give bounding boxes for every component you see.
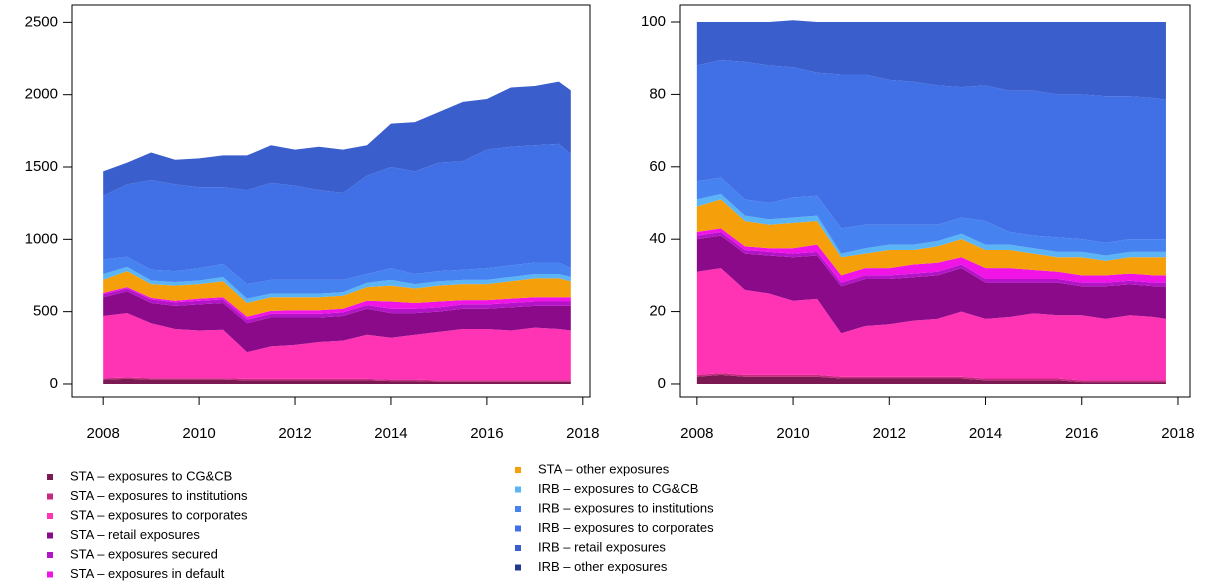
legend-swatch <box>47 552 53 558</box>
y-tick-label: 20 <box>649 303 666 320</box>
legend-swatch <box>515 467 521 473</box>
y-tick-label: 1500 <box>25 158 58 175</box>
x-tick-label: 2018 <box>1161 425 1194 442</box>
legend-swatch <box>47 493 53 500</box>
x-tick-label: 2008 <box>680 425 713 442</box>
area-segment <box>103 313 571 381</box>
y-tick-label: 2000 <box>25 86 58 103</box>
area-segment <box>696 235 1166 334</box>
legend-swatch <box>515 486 521 493</box>
legend-swatch <box>47 571 53 578</box>
y-tick-label: 60 <box>649 158 666 175</box>
x-tick-label: 2010 <box>182 425 215 442</box>
legend-label: STA – exposures to institutions <box>70 488 248 503</box>
y-tick-label: 80 <box>649 85 666 102</box>
area-segment <box>103 256 571 299</box>
x-tick-label: 2014 <box>374 425 407 442</box>
area-segment <box>103 81 571 196</box>
x-tick-label: 2008 <box>86 425 119 442</box>
area-segment <box>103 287 571 320</box>
y-tick-label: 500 <box>33 303 58 320</box>
legend-label: IRB – exposures to CG&CB <box>538 481 698 496</box>
y-tick-label: 0 <box>658 375 666 392</box>
area-segment <box>696 231 1166 287</box>
area-segment <box>103 266 571 303</box>
area-segment <box>696 20 1166 23</box>
x-tick-label: 2016 <box>1065 425 1098 442</box>
area-segment <box>696 374 1166 384</box>
x-tick-label: 2014 <box>969 425 1002 442</box>
legend-label: IRB – retail exposures <box>538 539 666 554</box>
area-segment <box>103 288 571 324</box>
area-segment <box>696 373 1166 383</box>
area-segment <box>103 291 571 353</box>
legend-label: IRB – exposures to institutions <box>538 500 714 515</box>
legend-swatch <box>515 525 521 532</box>
area-segment <box>696 268 1166 381</box>
legend-label: STA – retail exposures <box>70 527 200 542</box>
y-tick-label: 40 <box>649 230 666 247</box>
legend-label: STA – exposures to CG&CB <box>70 468 232 483</box>
area-segment <box>696 60 1166 243</box>
legend-label: STA – exposures secured <box>70 546 218 561</box>
area-segment <box>103 271 571 317</box>
legend-label: IRB – other exposures <box>538 559 668 574</box>
area-segment <box>696 177 1166 256</box>
x-tick-label: 2010 <box>776 425 809 442</box>
legend-label: STA – other exposures <box>538 461 670 476</box>
legend-swatch <box>515 564 521 571</box>
area-segment <box>696 20 1166 100</box>
legend-swatch <box>515 506 521 512</box>
x-tick-label: 2012 <box>873 425 906 442</box>
y-tick-label: 0 <box>50 375 58 392</box>
x-tick-label: 2012 <box>278 425 311 442</box>
y-tick-label: 2500 <box>25 13 58 30</box>
area-segment <box>696 199 1166 276</box>
y-tick-label: 100 <box>641 13 666 30</box>
legend-label: STA – exposures in default <box>70 566 225 581</box>
area-segment <box>103 377 571 382</box>
legend-swatch <box>47 474 53 480</box>
legend-swatch <box>515 545 521 551</box>
area-segment <box>696 193 1166 261</box>
plot-frame <box>679 4 1191 398</box>
y-tick-label: 1000 <box>25 230 58 247</box>
legend-label: STA – exposures to corporates <box>70 507 248 522</box>
area-segment <box>103 378 571 384</box>
area-segment <box>696 228 1166 283</box>
area-segment <box>103 143 571 285</box>
legend-swatch <box>47 513 53 519</box>
plot-frame <box>71 4 591 398</box>
legend-label: IRB – exposures to corporates <box>538 520 714 535</box>
x-tick-label: 2018 <box>566 425 599 442</box>
x-tick-label: 2016 <box>470 425 503 442</box>
legend-swatch <box>47 532 53 539</box>
